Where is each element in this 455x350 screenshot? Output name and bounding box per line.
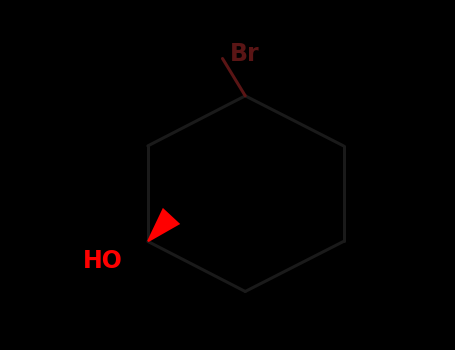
Polygon shape — [147, 208, 180, 242]
Text: HO: HO — [82, 250, 122, 273]
Text: Br: Br — [230, 42, 259, 66]
